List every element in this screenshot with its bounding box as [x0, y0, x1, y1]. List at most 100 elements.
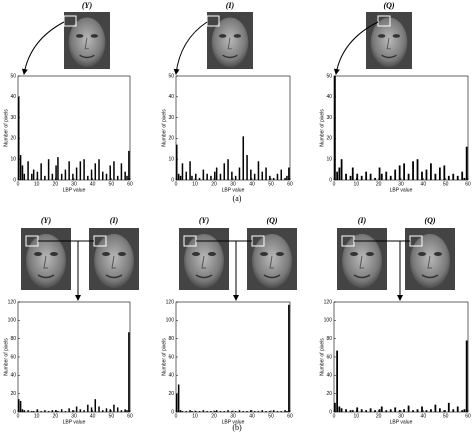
- bar: [403, 163, 406, 180]
- bar: [374, 177, 376, 180]
- x-tick-label: 60: [127, 181, 133, 187]
- bar: [334, 402, 336, 412]
- bar: [338, 406, 341, 412]
- y-tick-label: 0: [171, 409, 174, 415]
- bar: [36, 409, 39, 412]
- bar: [452, 409, 455, 412]
- bottom-faces: [20, 228, 456, 301]
- bar: [389, 409, 392, 412]
- bar: [351, 167, 354, 180]
- x-tick-label: 30: [398, 181, 404, 187]
- bar: [57, 157, 59, 180]
- x-tick-label: 0: [17, 181, 20, 187]
- bar: [336, 350, 339, 412]
- y-axis-label: Number of pixels: [3, 109, 9, 147]
- x-axis-label: LBP value: [222, 419, 245, 425]
- bar: [261, 171, 264, 180]
- bar: [64, 411, 67, 412]
- bar: [219, 173, 222, 180]
- bar: [176, 393, 178, 412]
- bar: [421, 406, 423, 412]
- bar: [421, 171, 423, 180]
- bar: [44, 175, 46, 180]
- bar: [75, 406, 78, 412]
- bar: [340, 159, 343, 180]
- x-tick-label: 50: [443, 181, 449, 187]
- bar: [288, 167, 290, 180]
- bar: [124, 409, 126, 412]
- y-tick-label: 20: [10, 391, 16, 397]
- bar: [360, 175, 363, 180]
- bar: [365, 410, 368, 412]
- bar: [416, 159, 419, 180]
- bar: [83, 159, 85, 180]
- plot-frame: [333, 301, 469, 413]
- y-tick-label: 100: [166, 318, 175, 324]
- bar: [68, 408, 70, 412]
- bar: [257, 161, 260, 180]
- bar: [90, 169, 93, 180]
- bar: [68, 161, 70, 180]
- bar: [461, 410, 464, 412]
- bar: [206, 173, 208, 180]
- bar: [31, 173, 33, 180]
- face-label: (Q): [383, 1, 394, 10]
- x-tick-label: 50: [109, 181, 115, 187]
- bar: [284, 410, 286, 412]
- plot-frame: [175, 301, 291, 413]
- bar: [253, 173, 256, 180]
- bar: [72, 410, 74, 412]
- bar: [44, 410, 46, 412]
- bar: [280, 169, 283, 180]
- plot-frame: [17, 75, 131, 181]
- bar: [102, 410, 104, 412]
- bar: [360, 409, 363, 412]
- bar: [257, 411, 260, 412]
- x-tick-label: 0: [17, 413, 20, 419]
- bar: [60, 409, 63, 412]
- x-axis-label: LBP value: [63, 419, 86, 425]
- bar: [102, 171, 104, 180]
- bar: [345, 173, 347, 180]
- bar: [185, 171, 188, 180]
- y-tick-label: 80: [10, 336, 16, 342]
- bar: [105, 408, 108, 412]
- bar: [272, 177, 275, 180]
- bar: [238, 410, 241, 412]
- x-tick-label: 40: [249, 413, 255, 419]
- y-tick-label: 120: [324, 299, 333, 305]
- bar: [234, 175, 237, 180]
- y-tick-label: 0: [171, 177, 174, 183]
- x-tick-label: 50: [268, 181, 274, 187]
- x-tick-label: 30: [71, 413, 77, 419]
- bar: [234, 411, 237, 412]
- bar: [430, 163, 432, 180]
- y-tick-label: 120: [166, 299, 175, 305]
- x-tick-label: 20: [53, 413, 59, 419]
- x-tick-label: 20: [53, 181, 59, 187]
- bar: [189, 410, 191, 412]
- caption: (a): [233, 194, 242, 203]
- bar: [380, 406, 383, 412]
- bar: [242, 411, 245, 412]
- bar: [349, 410, 352, 412]
- bar: [231, 171, 233, 180]
- y-tick-label: 10: [10, 157, 16, 163]
- bar: [272, 410, 275, 412]
- y-tick-label: 0: [13, 177, 16, 183]
- y-tick-label: 40: [326, 94, 332, 100]
- x-tick-label: 40: [421, 181, 427, 187]
- x-tick-label: 60: [287, 181, 293, 187]
- bar: [223, 411, 226, 412]
- bar: [195, 173, 197, 180]
- y-tick-label: 20: [326, 391, 332, 397]
- x-tick-label: 0: [333, 181, 336, 187]
- bar: [195, 411, 197, 412]
- bar: [253, 411, 256, 412]
- face-label: (Y): [199, 216, 210, 225]
- plot-frame: [333, 75, 469, 181]
- bar: [407, 405, 410, 412]
- bar: [64, 169, 67, 180]
- bar: [269, 411, 271, 412]
- bar: [227, 410, 229, 412]
